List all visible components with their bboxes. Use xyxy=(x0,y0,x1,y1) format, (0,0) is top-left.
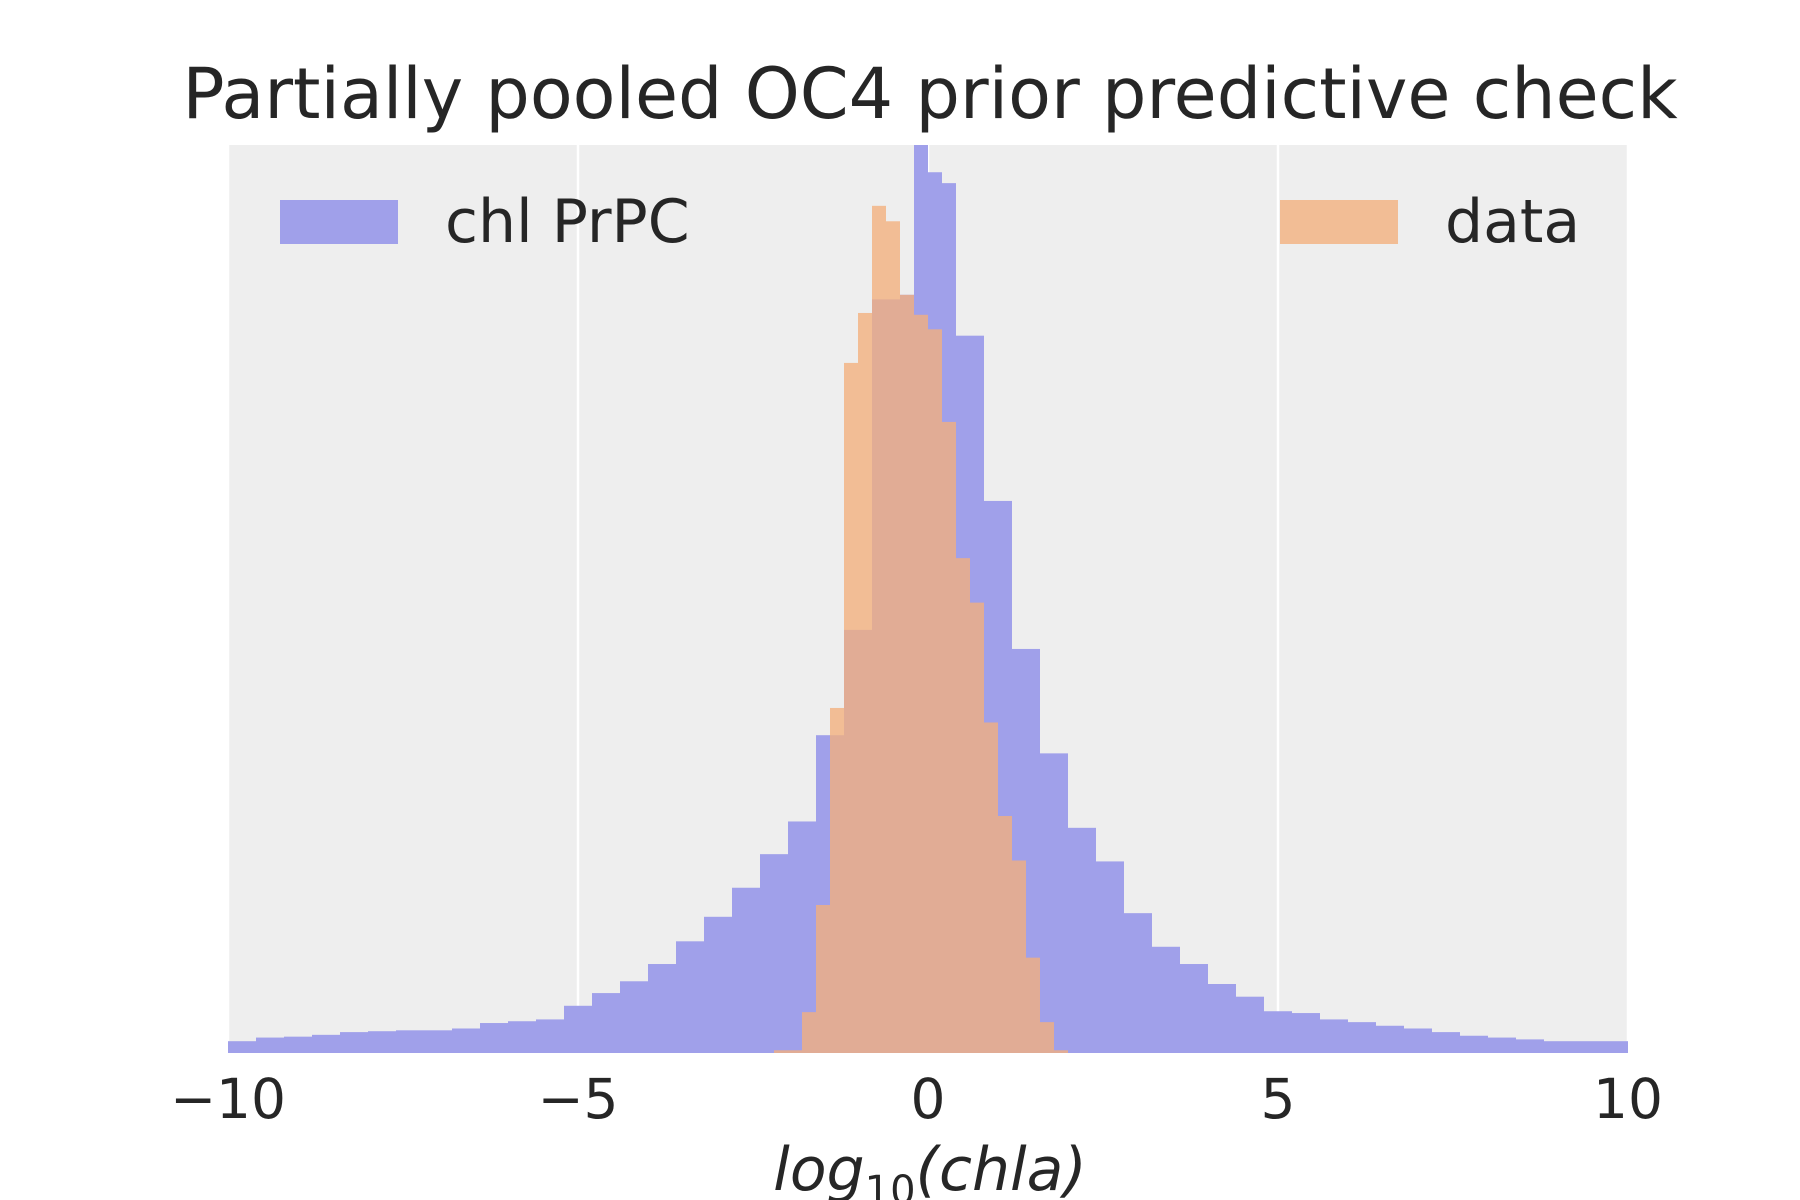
bar-chl-prpc-45 xyxy=(1432,1032,1460,1053)
x-axis-label-base: log xyxy=(773,1135,864,1200)
x-tick-label-2: 0 xyxy=(911,1067,946,1131)
bar-chl-prpc-15 xyxy=(648,964,676,1053)
bar-chl-prpc-12 xyxy=(564,1005,592,1053)
bar-data-7 xyxy=(886,221,900,1054)
bar-chl-prpc-9 xyxy=(480,1023,508,1053)
legend-swatch-chl-prpc xyxy=(280,200,398,244)
bar-chl-prpc-41 xyxy=(1320,1019,1348,1053)
bar-chl-prpc-33 xyxy=(1096,861,1124,1053)
bar-chl-prpc-3 xyxy=(312,1034,340,1053)
bar-chl-prpc-39 xyxy=(1264,1011,1292,1053)
series-data-bars xyxy=(774,205,1068,1054)
x-tick-label-0: −10 xyxy=(170,1067,286,1131)
bar-data-11 xyxy=(942,421,956,1053)
bar-chl-prpc-1 xyxy=(256,1037,284,1053)
bar-chl-prpc-4 xyxy=(340,1032,368,1053)
bar-chl-prpc-32 xyxy=(1068,827,1096,1053)
bar-chl-prpc-7 xyxy=(424,1030,452,1053)
x-axis-label: log10(chla) xyxy=(773,1135,1087,1200)
bar-chl-prpc-42 xyxy=(1348,1022,1376,1053)
x-axis-label-argument: (chla) xyxy=(916,1135,1087,1200)
bar-data-2 xyxy=(816,904,830,1053)
bar-chl-prpc-35 xyxy=(1152,946,1180,1053)
bar-chl-prpc-17 xyxy=(704,916,732,1053)
bar-chl-prpc-51 xyxy=(1600,1041,1628,1053)
bar-data-19 xyxy=(1054,1050,1068,1053)
bar-chl-prpc-13 xyxy=(592,993,620,1053)
bar-data-15 xyxy=(998,816,1012,1053)
bar-chl-prpc-6 xyxy=(396,1030,424,1053)
bar-chl-prpc-5 xyxy=(368,1031,396,1053)
bar-chl-prpc-36 xyxy=(1180,964,1208,1053)
bar-data-6 xyxy=(872,205,886,1053)
x-axis-label-subscript: 10 xyxy=(865,1168,916,1200)
x-tick-label-1: −5 xyxy=(537,1067,618,1131)
bar-chl-prpc-34 xyxy=(1124,913,1152,1053)
bar-chl-prpc-11 xyxy=(536,1019,564,1053)
bar-chl-prpc-48 xyxy=(1516,1039,1544,1053)
x-tick-label-4: 10 xyxy=(1593,1067,1663,1131)
bar-chl-prpc-8 xyxy=(452,1028,480,1053)
bar-data-8 xyxy=(900,294,914,1053)
bar-data-9 xyxy=(914,314,928,1053)
bar-chl-prpc-16 xyxy=(676,941,704,1053)
bar-chl-prpc-46 xyxy=(1460,1035,1488,1053)
bar-chl-prpc-2 xyxy=(284,1036,312,1053)
legend-label-data: data xyxy=(1445,187,1580,257)
legend-entry-chl-prpc: chl PrPC xyxy=(280,187,690,257)
bar-data-4 xyxy=(844,362,858,1053)
legend-swatch-data xyxy=(1280,200,1398,244)
bar-data-10 xyxy=(928,329,942,1054)
bar-chl-prpc-47 xyxy=(1488,1037,1516,1053)
bar-data-3 xyxy=(830,707,844,1053)
bar-chl-prpc-43 xyxy=(1376,1025,1404,1053)
x-tick-label-3: 5 xyxy=(1261,1067,1296,1131)
bar-chl-prpc-31 xyxy=(1040,753,1068,1053)
bar-data-1 xyxy=(802,1012,816,1053)
bar-chl-prpc-50 xyxy=(1572,1041,1600,1053)
legend-label-chl-prpc: chl PrPC xyxy=(445,187,690,257)
bar-chl-prpc-19 xyxy=(760,854,788,1053)
bar-data-18 xyxy=(1040,1022,1054,1053)
bar-data-12 xyxy=(956,558,970,1053)
bar-data-16 xyxy=(1012,860,1026,1053)
bar-data-17 xyxy=(1026,957,1040,1053)
bar-chl-prpc-10 xyxy=(508,1021,536,1053)
bar-chl-prpc-37 xyxy=(1208,983,1236,1053)
bar-chl-prpc-38 xyxy=(1236,996,1264,1053)
legend-entry-data: data xyxy=(1280,187,1580,257)
bar-chl-prpc-49 xyxy=(1544,1041,1572,1053)
bar-data-14 xyxy=(984,722,998,1053)
bar-data-5 xyxy=(858,312,872,1054)
bar-chl-prpc-14 xyxy=(620,981,648,1053)
bar-chl-prpc-18 xyxy=(732,887,760,1053)
bar-chl-prpc-40 xyxy=(1292,1013,1320,1053)
bar-chl-prpc-0 xyxy=(228,1041,256,1053)
bar-data-0 xyxy=(774,1050,802,1053)
x-tick-labels: −10 −5 0 5 10 xyxy=(170,1067,1663,1131)
bar-chl-prpc-44 xyxy=(1404,1028,1432,1053)
bar-data-13 xyxy=(970,602,984,1053)
chart-title: Partially pooled OC4 prior predictive ch… xyxy=(182,53,1678,135)
